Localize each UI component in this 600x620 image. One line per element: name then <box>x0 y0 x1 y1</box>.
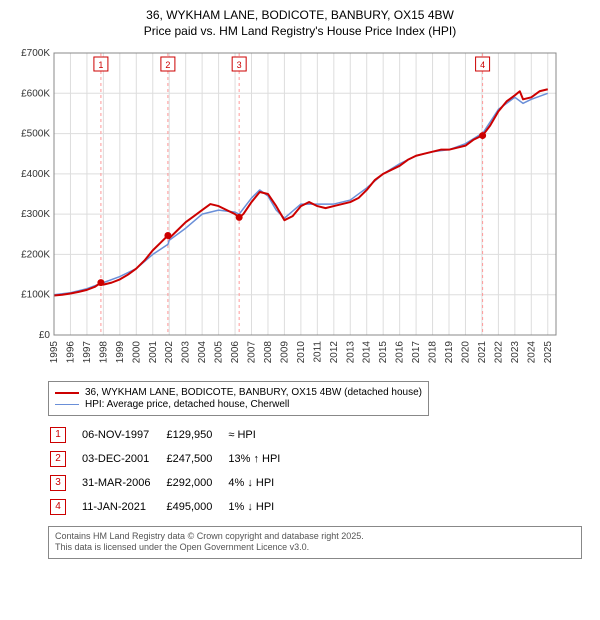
svg-text:£600K: £600K <box>21 88 50 99</box>
attribution-footer: Contains HM Land Registry data © Crown c… <box>48 526 582 559</box>
svg-text:1998: 1998 <box>98 341 109 364</box>
sale-number-badge: 1 <box>50 427 66 443</box>
table-row: 1 06-NOV-1997£129,950≈ HPI <box>50 424 294 446</box>
sale-number-badge: 2 <box>50 451 66 467</box>
svg-text:2005: 2005 <box>214 341 225 364</box>
price-chart: £0 £100K £200K £300K £400K £500K £600K £700K 199… <box>8 45 568 375</box>
svg-text:1997: 1997 <box>82 341 93 364</box>
title-line1: 36, WYKHAM LANE, BODICOTE, BANBURY, OX15… <box>8 8 592 24</box>
table-row: 4 11-JAN-2021£495,0001% ↓ HPI <box>50 496 294 518</box>
sale-delta: ≈ HPI <box>228 424 294 446</box>
svg-text:£200K: £200K <box>21 250 50 261</box>
svg-text:2013: 2013 <box>345 341 356 364</box>
sale-price: £292,000 <box>166 472 226 494</box>
svg-text:£0: £0 <box>39 330 51 341</box>
chart-container: £0 £100K £200K £300K £400K £500K £600K £700K 199… <box>8 45 592 375</box>
svg-text:2007: 2007 <box>247 341 258 364</box>
svg-text:4: 4 <box>480 60 485 70</box>
svg-text:2010: 2010 <box>296 341 307 364</box>
sale-date: 31-MAR-2006 <box>82 472 164 494</box>
svg-text:2016: 2016 <box>395 341 406 364</box>
svg-text:£100K: £100K <box>21 290 50 301</box>
sale-number-badge: 4 <box>50 499 66 515</box>
svg-text:2001: 2001 <box>148 341 159 364</box>
footer-line1: Contains HM Land Registry data © Crown c… <box>55 531 575 542</box>
svg-text:2012: 2012 <box>329 341 340 364</box>
sale-price: £247,500 <box>166 448 226 470</box>
svg-text:£400K: £400K <box>21 169 50 180</box>
svg-text:1: 1 <box>98 60 103 70</box>
svg-text:2: 2 <box>165 60 170 70</box>
svg-text:2014: 2014 <box>362 341 373 364</box>
svg-text:2015: 2015 <box>378 341 389 364</box>
table-row: 3 31-MAR-2006£292,0004% ↓ HPI <box>50 472 294 494</box>
svg-text:2002: 2002 <box>164 341 175 364</box>
legend: 36, WYKHAM LANE, BODICOTE, BANBURY, OX15… <box>48 381 429 416</box>
svg-text:2011: 2011 <box>312 341 323 363</box>
legend-swatch <box>55 404 79 405</box>
sale-delta: 4% ↓ HPI <box>228 472 294 494</box>
legend-row: HPI: Average price, detached house, Cher… <box>55 399 422 410</box>
legend-swatch <box>55 392 79 394</box>
svg-text:1999: 1999 <box>115 341 126 364</box>
legend-row: 36, WYKHAM LANE, BODICOTE, BANBURY, OX15… <box>55 387 422 398</box>
sale-price: £495,000 <box>166 496 226 518</box>
svg-text:1996: 1996 <box>65 341 76 364</box>
svg-text:2022: 2022 <box>493 341 504 364</box>
svg-text:2003: 2003 <box>181 341 192 364</box>
legend-label: 36, WYKHAM LANE, BODICOTE, BANBURY, OX15… <box>85 387 422 398</box>
sale-date: 03-DEC-2001 <box>82 448 164 470</box>
footer-line2: This data is licensed under the Open Gov… <box>55 542 575 553</box>
svg-text:2023: 2023 <box>510 341 521 364</box>
svg-text:2025: 2025 <box>543 341 554 364</box>
legend-label: HPI: Average price, detached house, Cher… <box>85 399 289 410</box>
svg-text:2006: 2006 <box>230 341 241 364</box>
svg-text:2024: 2024 <box>526 341 537 364</box>
sale-date: 11-JAN-2021 <box>82 496 164 518</box>
svg-text:£500K: £500K <box>21 129 50 140</box>
sales-table: 1 06-NOV-1997£129,950≈ HPI 2 03-DEC-2001£24… <box>48 422 296 520</box>
svg-text:3: 3 <box>237 60 242 70</box>
svg-text:2017: 2017 <box>411 341 422 364</box>
chart-title: 36, WYKHAM LANE, BODICOTE, BANBURY, OX15… <box>8 8 592 39</box>
svg-text:2019: 2019 <box>444 341 455 364</box>
sale-delta: 1% ↓ HPI <box>228 496 294 518</box>
svg-text:2018: 2018 <box>428 341 439 364</box>
svg-text:2021: 2021 <box>477 341 488 364</box>
svg-text:£700K: £700K <box>21 48 50 59</box>
sale-date: 06-NOV-1997 <box>82 424 164 446</box>
svg-text:2000: 2000 <box>131 341 142 364</box>
sale-price: £129,950 <box>166 424 226 446</box>
svg-text:1995: 1995 <box>49 341 60 364</box>
title-line2: Price paid vs. HM Land Registry's House … <box>8 24 592 40</box>
svg-text:2008: 2008 <box>263 341 274 364</box>
svg-text:2004: 2004 <box>197 341 208 364</box>
sale-delta: 13% ↑ HPI <box>228 448 294 470</box>
svg-text:2009: 2009 <box>279 341 290 364</box>
sale-number-badge: 3 <box>50 475 66 491</box>
table-row: 2 03-DEC-2001£247,50013% ↑ HPI <box>50 448 294 470</box>
svg-text:2020: 2020 <box>460 341 471 364</box>
svg-text:£300K: £300K <box>21 209 50 220</box>
